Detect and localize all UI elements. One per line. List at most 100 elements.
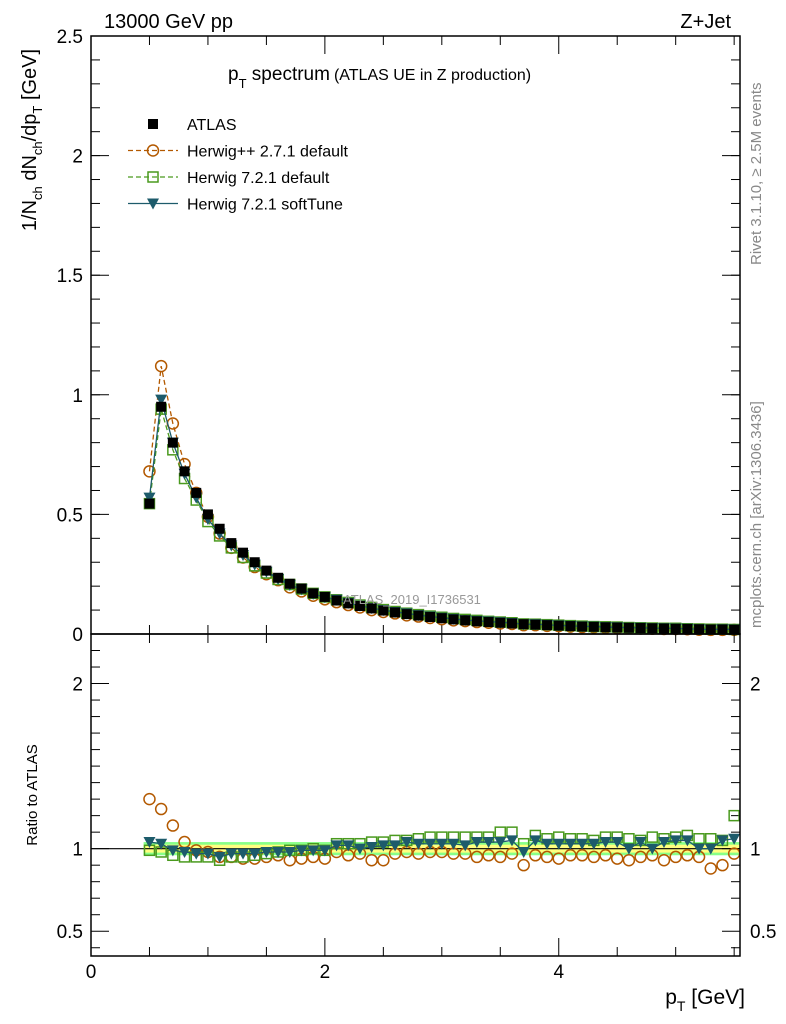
ratio-data-point bbox=[716, 858, 729, 872]
ratio-data-point bbox=[248, 848, 261, 860]
ratio-data-point bbox=[541, 838, 554, 850]
ratio-data-point bbox=[143, 792, 156, 806]
ratio-data-point bbox=[505, 835, 518, 847]
main-data-point bbox=[156, 401, 167, 412]
main-data-point bbox=[729, 624, 740, 635]
main-data-point bbox=[413, 610, 424, 621]
ratio-data-point bbox=[307, 845, 320, 857]
main-data-point bbox=[214, 523, 225, 534]
ratio-data-point bbox=[552, 852, 565, 865]
side-label-rivet: Rivet 3.1.10, ≥ 2.5M events bbox=[748, 83, 765, 266]
main-data-point bbox=[296, 583, 307, 594]
main-data-point bbox=[401, 609, 412, 620]
x-axis-label-unit: [GeV] bbox=[685, 986, 745, 1009]
main-y-tick-label: 2 bbox=[72, 147, 83, 168]
ratio-data-point bbox=[459, 840, 472, 852]
ratio-data-point bbox=[634, 837, 647, 849]
ratio-data-point bbox=[529, 849, 542, 862]
ratio-data-point bbox=[517, 858, 530, 872]
x-tick-label: 0 bbox=[86, 962, 97, 983]
ratio-data-point bbox=[482, 837, 495, 849]
ratio-data-point bbox=[657, 853, 671, 867]
main-data-point bbox=[600, 622, 611, 633]
main-data-point bbox=[658, 623, 669, 634]
main-data-point bbox=[506, 618, 517, 629]
main-data-point bbox=[530, 619, 541, 630]
ratio-data-point bbox=[272, 846, 285, 858]
ratio-data-point bbox=[353, 843, 366, 855]
main-y-tick-label: 0 bbox=[72, 625, 83, 646]
ratio-data-point bbox=[143, 837, 156, 849]
ratio-data-point bbox=[365, 842, 378, 854]
legend-marker bbox=[147, 198, 159, 210]
ratio-data-point bbox=[634, 850, 647, 864]
main-data-point bbox=[284, 578, 295, 589]
ratio-data-point bbox=[225, 848, 238, 860]
ratio-data-point bbox=[540, 850, 554, 864]
ratio-data-point bbox=[166, 845, 179, 857]
ratio-data-point bbox=[552, 838, 565, 850]
main-data-point bbox=[143, 492, 156, 504]
ratio-y-tick-label: 2 bbox=[72, 675, 83, 696]
ratio-data-point bbox=[155, 838, 168, 850]
ratio-data-point bbox=[564, 838, 577, 850]
main-data-point bbox=[308, 588, 319, 599]
main-data-point bbox=[542, 620, 553, 631]
ratio-data-point bbox=[728, 833, 741, 845]
ratio-y-tick-label: 0.5 bbox=[57, 922, 83, 943]
main-series-line bbox=[148, 365, 735, 631]
ratio-data-point bbox=[587, 838, 600, 850]
ratio-data-point bbox=[704, 862, 718, 875]
ratio-data-point bbox=[517, 846, 530, 858]
legend-label: Herwig++ 2.7.1 default bbox=[187, 144, 349, 161]
main-data-point bbox=[261, 565, 272, 576]
main-data-point bbox=[694, 624, 705, 635]
ratio-data-point bbox=[178, 846, 191, 858]
x-tick-label: 2 bbox=[320, 962, 331, 983]
legend-label: Herwig 7.2.1 softTune bbox=[187, 197, 343, 214]
ratio-data-point bbox=[657, 837, 670, 849]
main-data-point bbox=[623, 622, 634, 633]
x-axis-label-sub: T bbox=[677, 998, 686, 1014]
ratio-data-point bbox=[646, 831, 659, 843]
main-data-point bbox=[366, 603, 377, 614]
ratio-data-point bbox=[576, 838, 589, 850]
ratio-data-point bbox=[494, 837, 507, 849]
main-y-axis-label-text: 1/Nch dNch/dpT [GeV] bbox=[19, 49, 45, 231]
main-title-paren: (ATLAS UE in Z production) bbox=[334, 67, 531, 84]
main-title: pT spectrum (ATLAS UE in Z production) bbox=[228, 64, 531, 91]
main-data-point bbox=[495, 617, 506, 628]
ratio-data-point bbox=[494, 826, 507, 838]
main-data-point bbox=[612, 622, 623, 633]
ratio-y-tick-label-right: 1 bbox=[750, 840, 761, 861]
ratio-data-point bbox=[669, 850, 682, 864]
ratio-data-point bbox=[237, 848, 250, 860]
ratio-data-point bbox=[587, 850, 601, 864]
main-data-point bbox=[343, 598, 354, 609]
main-data-point bbox=[154, 359, 168, 373]
main-data-point bbox=[331, 595, 342, 606]
main-data-point bbox=[249, 557, 260, 568]
main-data-point bbox=[460, 615, 471, 626]
x-tick-label: 4 bbox=[553, 962, 564, 983]
legend-label: Herwig 7.2.1 default bbox=[187, 170, 330, 187]
ratio-data-point bbox=[599, 849, 612, 862]
ratio-y-tick-label-right: 0.5 bbox=[750, 922, 776, 943]
ratio-data-point bbox=[646, 843, 659, 855]
main-data-point bbox=[448, 614, 459, 625]
main-data-point bbox=[238, 547, 249, 558]
main-title-sub: T bbox=[239, 76, 247, 91]
main-y-tick-label: 1 bbox=[72, 386, 83, 407]
watermark: ATLAS_2019_I1736531 bbox=[343, 592, 481, 607]
ratio-y-axis-label-text: Ratio to ATLAS bbox=[24, 744, 41, 845]
side-label-mcplots: mcplots.cern.ch [arXiv:1306.3436] bbox=[748, 401, 765, 628]
main-data-point bbox=[483, 617, 494, 628]
x-axis-label: pT [GeV] bbox=[665, 986, 745, 1014]
main-data-point bbox=[588, 621, 599, 632]
ratio-data-point bbox=[529, 835, 542, 847]
ratio-data-point bbox=[716, 835, 729, 847]
main-data-point bbox=[717, 624, 728, 635]
main-data-point bbox=[635, 623, 646, 634]
main-data-point bbox=[202, 509, 213, 520]
main-title-word: spectrum bbox=[247, 64, 330, 85]
